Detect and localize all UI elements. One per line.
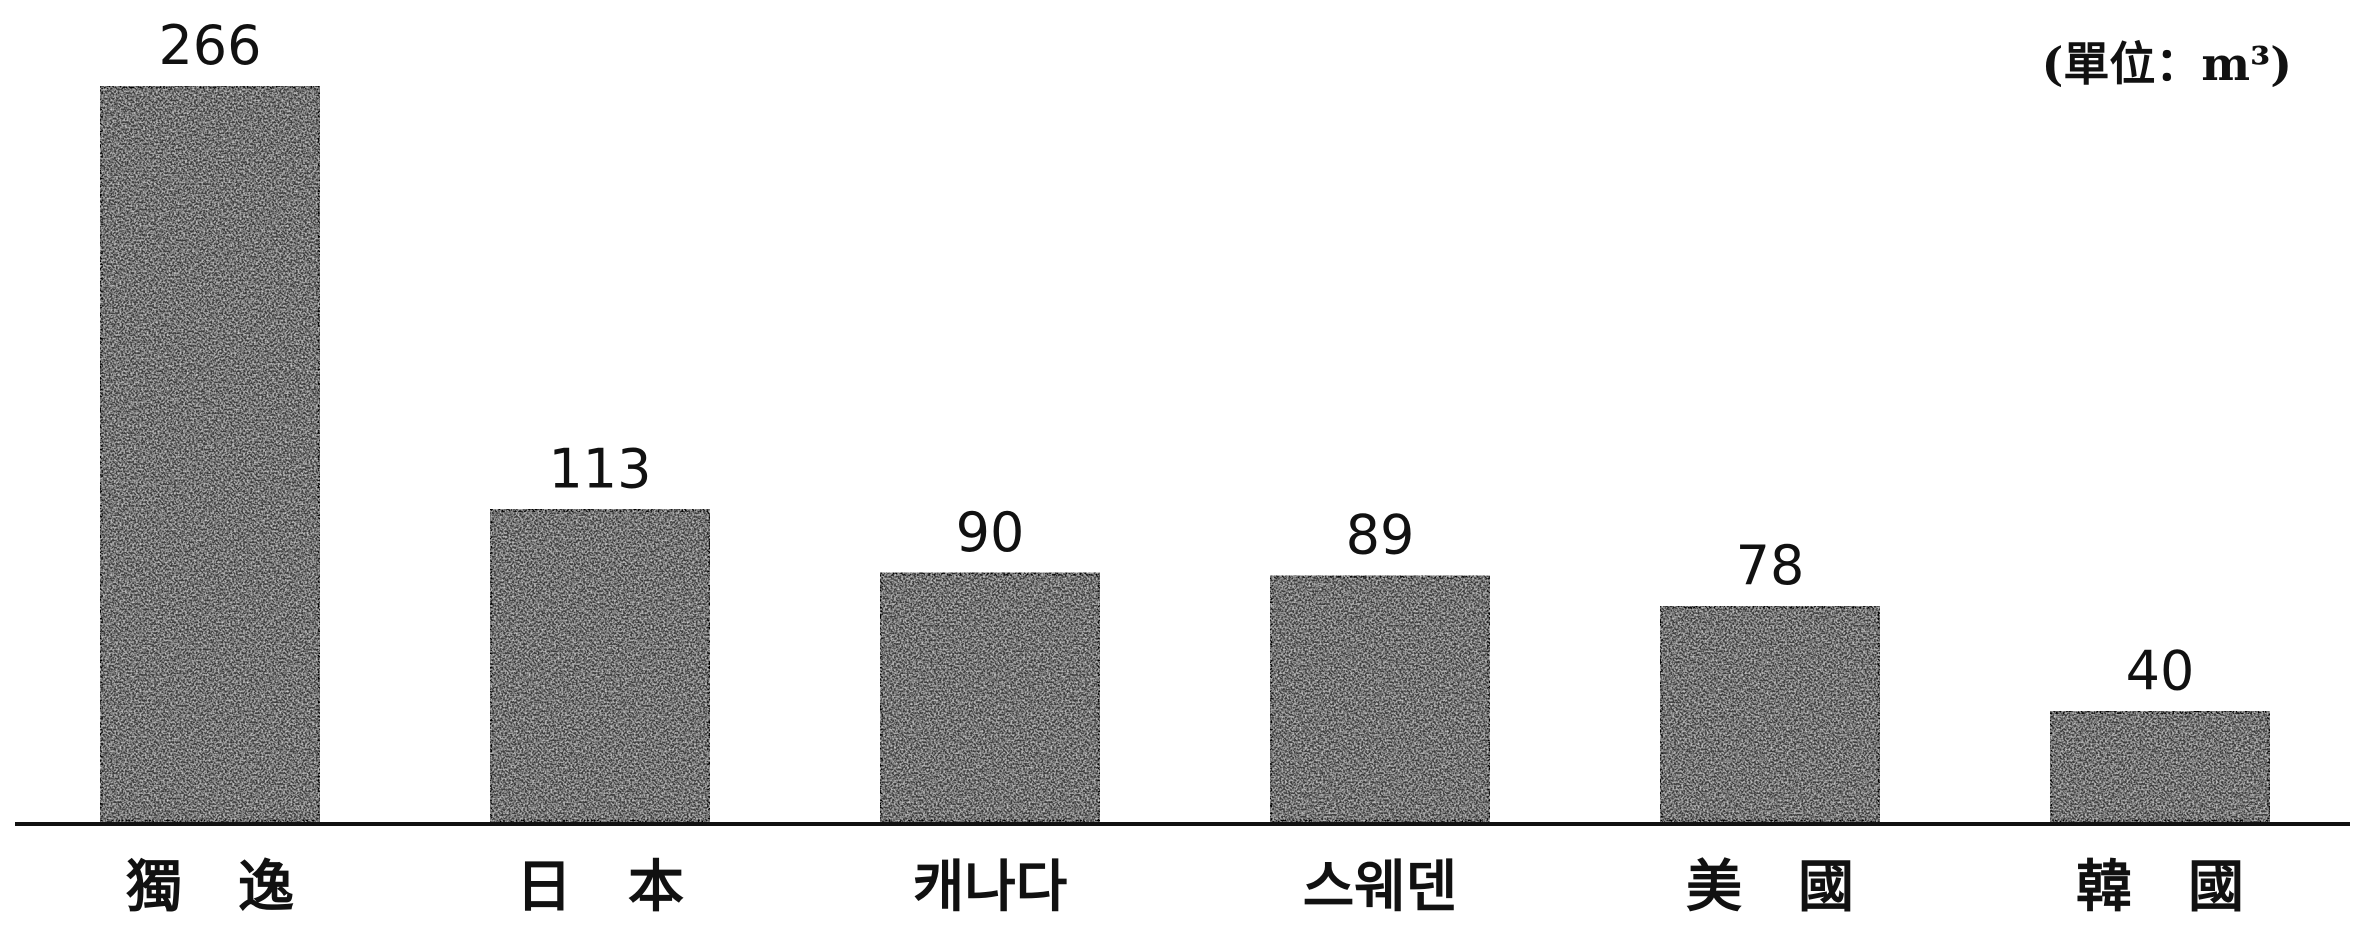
value-label-2: 90 [956, 501, 1025, 564]
value-label-4: 78 [1736, 534, 1805, 597]
value-labels-group: 266 113 90 89 78 40 [158, 14, 2194, 702]
category-label-2: 캐나다 [913, 854, 1068, 920]
bar-1 [487, 506, 713, 825]
category-label-0: 獨 逸 [126, 854, 294, 920]
category-label-3: 스웨덴 [1303, 854, 1458, 920]
unit-label: (單位：m³) [2041, 37, 2292, 91]
category-labels-group: 獨 逸 日 本 캐나다 스웨덴 美 國 韓 國 [126, 854, 2244, 920]
bar-5 [2047, 708, 2273, 825]
bar-2 [877, 570, 1103, 825]
value-label-0: 266 [158, 14, 261, 77]
bars-group [97, 83, 2273, 825]
category-label-4: 美 國 [1686, 854, 1854, 920]
category-label-1: 日 本 [516, 854, 684, 920]
bar-3 [1267, 573, 1493, 825]
value-label-5: 40 [2126, 639, 2195, 702]
bar-0 [97, 83, 323, 825]
bar-4 [1657, 603, 1883, 825]
value-label-3: 89 [1346, 504, 1415, 567]
value-label-1: 113 [548, 437, 651, 500]
category-label-5: 韓 國 [2076, 854, 2244, 920]
